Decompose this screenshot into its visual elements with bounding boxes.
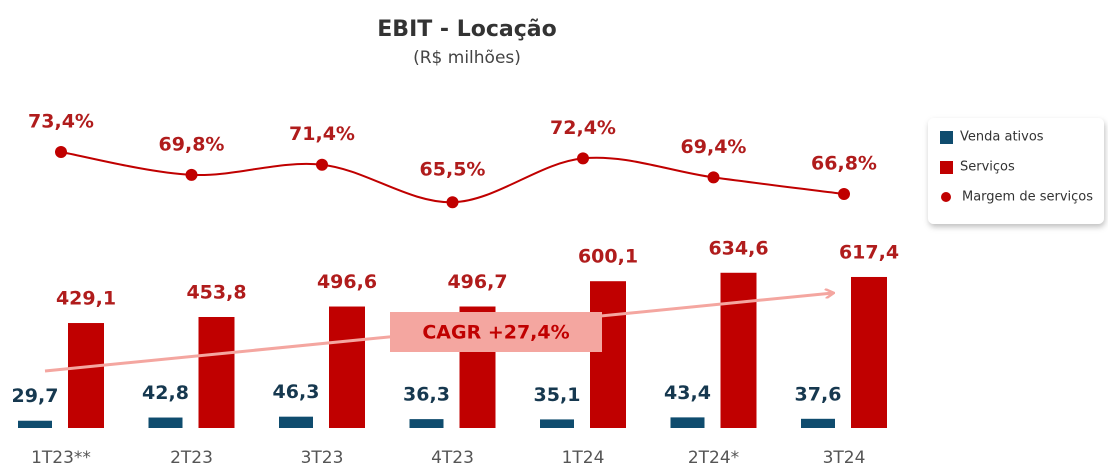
legend-swatch (941, 192, 951, 202)
line-marker (316, 158, 328, 171)
legend-label: Margem de serviços (962, 190, 1093, 205)
data-label: 35,1 (534, 384, 581, 406)
bar (329, 306, 365, 428)
annotation: CAGR +27,4% (422, 322, 569, 344)
data-label: 496,7 (447, 271, 507, 293)
data-label: 600,1 (578, 246, 638, 268)
data-label: 73,4% (28, 110, 94, 132)
x-tick-label: 3T23 (301, 448, 344, 468)
data-label: 429,1 (56, 288, 116, 310)
data-label: 65,5% (420, 159, 486, 181)
plot: 29,7 42,8 46,3 36,3 35,1 43,4 37,6 429,1 453,8 49… (12, 237, 899, 428)
data-label: 37,6 (795, 383, 842, 405)
bar (148, 417, 183, 428)
bar (720, 272, 757, 428)
bar (851, 276, 887, 428)
cagr-box (390, 312, 602, 352)
data-label: 617,4 (839, 241, 899, 263)
line-marker (577, 152, 589, 165)
data-label: 634,6 (708, 237, 768, 259)
data-label: 42,8 (142, 382, 189, 404)
x-tick-label: 1T24 (562, 448, 605, 468)
legend-swatch (940, 161, 953, 174)
bar (540, 419, 574, 428)
data-label: 496,6 (317, 271, 377, 293)
data-label: 66,8% (811, 152, 877, 174)
chart-subtitle: (R$ milhões) (413, 48, 521, 68)
line-marker (838, 187, 850, 200)
data-label: 43,4 (664, 382, 711, 404)
line-marker (707, 171, 720, 184)
legend-label: Serviços (960, 160, 1015, 175)
data-label: 36,3 (403, 384, 450, 406)
data-label: 46,3 (273, 381, 320, 403)
legend-label: Venda ativos (960, 130, 1044, 145)
x-tick-label: 2T23 (170, 448, 213, 468)
data-label: 72,4% (550, 117, 616, 139)
x-tick-label: 3T24 (823, 448, 866, 468)
x-tick-label: 2T24* (688, 448, 739, 468)
line-marker (185, 168, 198, 181)
data-label: 71,4% (289, 123, 355, 145)
bar (409, 419, 444, 428)
line-marker (55, 145, 67, 158)
data-label: 453,8 (186, 281, 246, 303)
x-tick-label: 1T23** (31, 448, 91, 468)
x-tick-label: 4T23 (431, 448, 474, 468)
bar (18, 420, 52, 428)
chart-title: EBIT - Locação (377, 17, 556, 42)
legend-swatch (940, 131, 953, 144)
bar (279, 416, 313, 428)
data-label: 69,4% (681, 136, 747, 158)
legend-box (928, 118, 1104, 224)
bar (801, 418, 835, 428)
data-label: 29,7 (12, 385, 59, 407)
overlay: 73,4% 69,8% 71,4% 65,5% 72,4% 69,4% 66,8% (28, 110, 877, 209)
bar (198, 316, 235, 428)
bar (670, 417, 705, 428)
line-marker (446, 196, 459, 209)
bar (590, 281, 626, 428)
bar (68, 323, 104, 428)
data-label: 69,8% (159, 133, 225, 155)
